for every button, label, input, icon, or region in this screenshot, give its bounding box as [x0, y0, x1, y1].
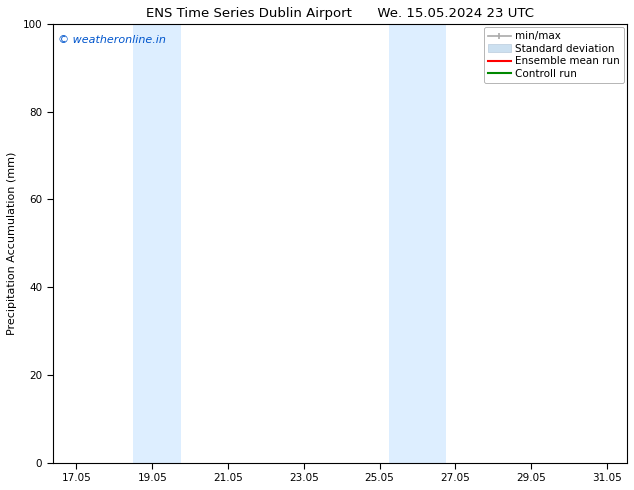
Bar — [389, 24, 446, 463]
Legend: min/max, Standard deviation, Ensemble mean run, Controll run: min/max, Standard deviation, Ensemble me… — [484, 27, 624, 83]
Y-axis label: Precipitation Accumulation (mm): Precipitation Accumulation (mm) — [7, 151, 17, 335]
Title: ENS Time Series Dublin Airport      We. 15.05.2024 23 UTC: ENS Time Series Dublin Airport We. 15.05… — [146, 7, 534, 20]
Text: © weatheronline.in: © weatheronline.in — [58, 35, 166, 45]
Bar — [133, 24, 181, 463]
